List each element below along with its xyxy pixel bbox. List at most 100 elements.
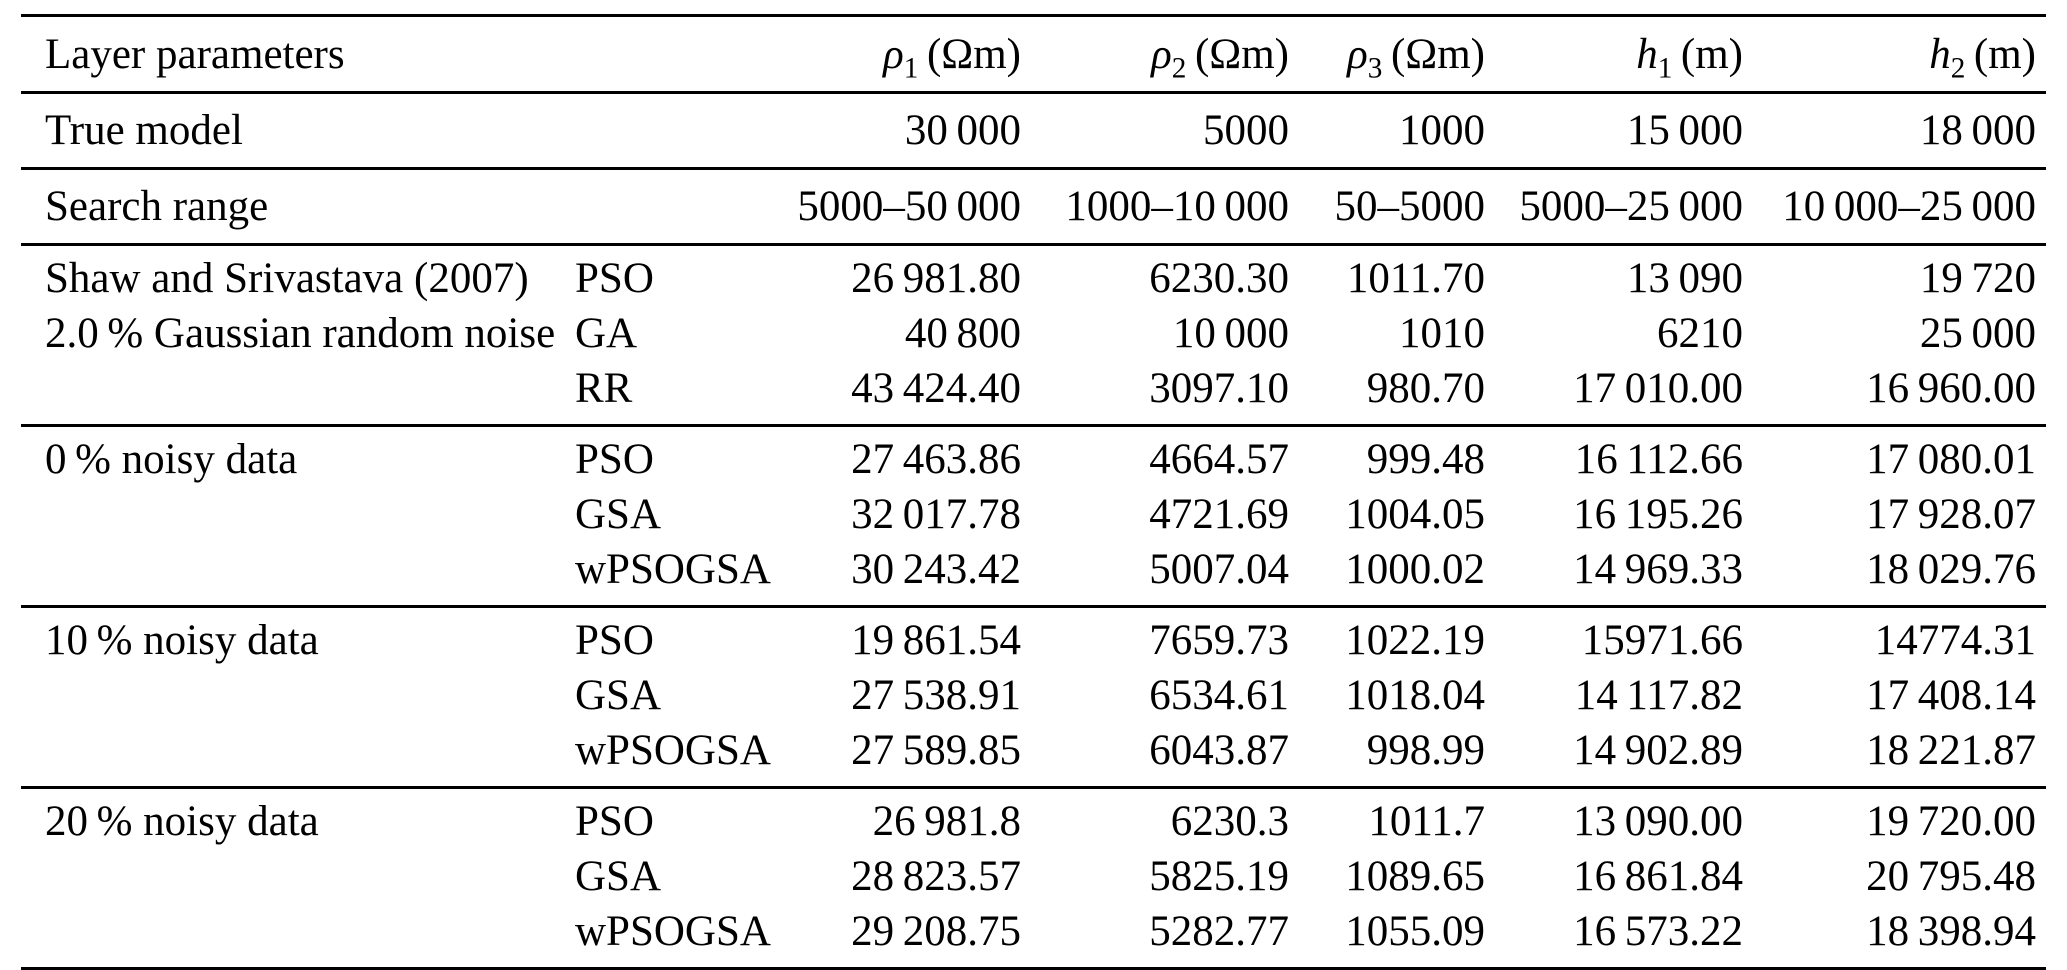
- value-cell: 1018.04: [1345, 672, 1485, 719]
- method-cell: GSA: [575, 491, 662, 538]
- value-cell: 6210: [1657, 310, 1743, 357]
- rho1-subscript: 1: [903, 52, 919, 85]
- rho3-unit: (Ωm): [1390, 30, 1485, 78]
- group-label: Shaw and Srivastava (2007) 2.0 % Gaussia…: [21, 245, 556, 426]
- header-row: Layer parameters ρ1 (Ωm) ρ2 (Ωm) ρ3 (Ωm) h1…: [21, 16, 2046, 93]
- table-row: GA 40 800 10 000 1010 6210 25 000: [21, 306, 2046, 361]
- value-cell: 7659.73: [1149, 617, 1289, 664]
- table-row: Search range 5000–50 000 1000–10 000 50–…: [21, 169, 2046, 245]
- value-cell: 17 408.14: [1866, 672, 2036, 719]
- value-cell: 980.70: [1366, 365, 1485, 412]
- value-cell: 32 017.78: [851, 491, 1021, 538]
- value-cell: 1000–10 000: [1065, 183, 1289, 230]
- value-cell: 6534.61: [1149, 672, 1289, 719]
- method-cell: GSA: [575, 853, 662, 900]
- group-label: 10 % noisy data: [21, 607, 551, 788]
- table-row: GSA 28 823.57 5825.19 1089.65 16 861.84 …: [21, 849, 2046, 904]
- value-cell: 16 195.26: [1573, 491, 1743, 538]
- value-cell: 26 981.8: [872, 798, 1021, 845]
- value-cell: 15 000: [1626, 107, 1743, 154]
- group-label-line1: 20 % noisy data: [45, 798, 319, 845]
- value-cell: 14774.31: [1874, 617, 2036, 664]
- value-cell: 19 720: [1919, 255, 2036, 302]
- group-label: 20 % noisy data: [21, 788, 551, 969]
- value-cell: 6230.30: [1149, 255, 1289, 302]
- value-cell: 1000.02: [1345, 546, 1485, 593]
- group-label-line2: 2.0 % Gaussian random noise: [45, 310, 556, 357]
- group-label: 0 % noisy data: [21, 426, 551, 607]
- table-row: RR 43 424.40 3097.10 980.70 17 010.00 16…: [21, 361, 2046, 426]
- value-cell: 5825.19: [1149, 853, 1289, 900]
- group-label-line1: 0 % noisy data: [45, 436, 298, 483]
- value-cell: 10 000: [1172, 310, 1289, 357]
- group-label-line1: 10 % noisy data: [45, 617, 319, 664]
- value-cell: 14 902.89: [1573, 727, 1743, 774]
- row-label: True model: [45, 107, 243, 154]
- value-cell: 20 795.48: [1866, 853, 2036, 900]
- value-cell: 5007.04: [1149, 546, 1289, 593]
- rho1-unit: (Ωm): [926, 30, 1021, 78]
- rho3-symbol: ρ: [1347, 30, 1368, 78]
- value-cell: 18 029.76: [1866, 546, 2036, 593]
- value-cell: 50–5000: [1334, 183, 1486, 230]
- layer-parameters-table: Layer parameters ρ1 (Ωm) ρ2 (Ωm) ρ3 (Ωm) h1…: [21, 14, 2046, 970]
- value-cell: 4721.69: [1149, 491, 1289, 538]
- table-row: 0 % noisy data PSO 27 463.86 4664.57 999…: [21, 426, 2046, 488]
- table-row: 10 % noisy data PSO 19 861.54 7659.73 10…: [21, 607, 2046, 669]
- table-row: Shaw and Srivastava (2007) 2.0 % Gaussia…: [21, 245, 2046, 357]
- rho2-symbol: ρ: [1151, 30, 1172, 78]
- value-cell: 3097.10: [1149, 365, 1289, 412]
- value-cell: 27 589.85: [851, 727, 1021, 774]
- value-cell: 25 000: [1919, 310, 2036, 357]
- value-cell: 15971.66: [1581, 617, 1743, 664]
- section-20-percent-noise: 20 % noisy data PSO 26 981.8 6230.3 1011…: [21, 787, 2046, 969]
- value-cell: 14 117.82: [1574, 672, 1743, 719]
- value-cell: 10 000–25 000: [1782, 183, 2036, 230]
- rho2-unit: (Ωm): [1194, 30, 1289, 78]
- table-row: wPSOGSA 27 589.85 6043.87 998.99 14 902.…: [21, 723, 2046, 788]
- table-row: 20 % noisy data PSO 26 981.8 6230.3 1011…: [21, 788, 2046, 850]
- method-cell: GA: [575, 310, 638, 357]
- value-cell: 1011.7: [1368, 798, 1485, 845]
- header-rho2: ρ2 (Ωm): [1021, 16, 1289, 93]
- section-0-percent-noise: 0 % noisy data PSO 27 463.86 4664.57 999…: [21, 425, 2046, 607]
- value-cell: 26 981.80: [851, 255, 1021, 302]
- value-cell: 19 720.00: [1866, 798, 2036, 845]
- section-search-range: Search range 5000–50 000 1000–10 000 50–…: [21, 168, 2046, 245]
- value-cell: 16 573.22: [1573, 908, 1743, 955]
- h1-unit: (m): [1680, 30, 1743, 78]
- value-cell: 17 080.01: [1866, 436, 2036, 483]
- value-cell: 5000–50 000: [797, 183, 1021, 230]
- value-cell: 16 960.00: [1866, 365, 2036, 412]
- header-method-empty: [551, 16, 761, 93]
- method-cell: PSO: [575, 436, 654, 483]
- method-cell: RR: [575, 365, 633, 412]
- h2-unit: (m): [1973, 30, 2036, 78]
- value-cell: 1055.09: [1345, 908, 1485, 955]
- value-cell: 43 424.40: [851, 365, 1021, 412]
- table-row: wPSOGSA 30 243.42 5007.04 1000.02 14 969…: [21, 542, 2046, 607]
- value-cell: 16 861.84: [1573, 853, 1743, 900]
- h1-subscript: 1: [1657, 52, 1673, 85]
- value-cell: 5000: [1203, 107, 1289, 154]
- results-table-container: Layer parameters ρ1 (Ωm) ρ2 (Ωm) ρ3 (Ωm) h1…: [21, 14, 2046, 970]
- value-cell: 1010: [1399, 310, 1485, 357]
- header-h1: h1 (m): [1485, 16, 1743, 93]
- method-cell: PSO: [575, 617, 654, 664]
- value-cell: 998.99: [1366, 727, 1485, 774]
- value-cell: 999.48: [1366, 436, 1485, 483]
- value-cell: 6230.3: [1170, 798, 1289, 845]
- method-cell: wPSOGSA: [575, 727, 771, 774]
- table-row: True model 30 000 5000 1000 15 000 18 00…: [21, 93, 2046, 169]
- method-cell: [551, 169, 761, 245]
- value-cell: 30 000: [904, 107, 1021, 154]
- section-shaw-srivastava: Shaw and Srivastava (2007) 2.0 % Gaussia…: [21, 244, 2046, 426]
- value-cell: 17 928.07: [1866, 491, 2036, 538]
- header-h2: h2 (m): [1743, 16, 2046, 93]
- value-cell: 27 463.86: [851, 436, 1021, 483]
- header-rho3: ρ3 (Ωm): [1289, 16, 1485, 93]
- value-cell: 5282.77: [1149, 908, 1289, 955]
- table-row: wPSOGSA 29 208.75 5282.77 1055.09 16 573…: [21, 904, 2046, 969]
- header-layer-parameters: Layer parameters: [45, 30, 345, 78]
- value-cell: 4664.57: [1149, 436, 1289, 483]
